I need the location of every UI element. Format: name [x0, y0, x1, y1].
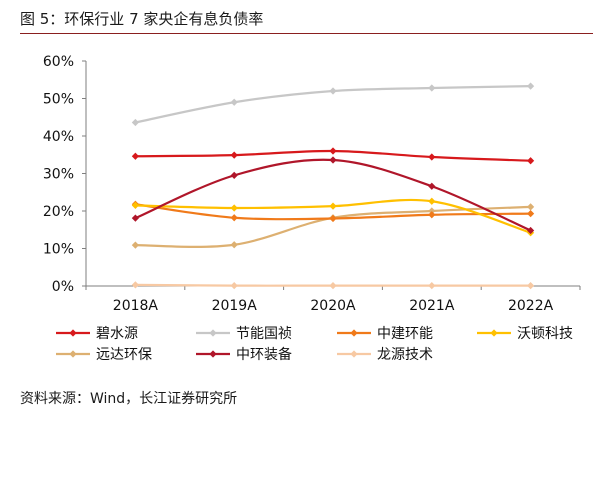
series-0 [131, 147, 535, 165]
y-tick-label: 40% [43, 129, 74, 145]
y-tick-label: 20% [43, 204, 74, 220]
legend-item: 沃顿科技 [477, 326, 573, 342]
data-point [329, 147, 337, 155]
y-tick-label: 10% [43, 242, 74, 258]
data-point [329, 87, 337, 95]
legend-swatch-marker [350, 329, 358, 337]
data-point [131, 281, 139, 289]
data-point [131, 118, 139, 127]
data-point [329, 214, 337, 223]
legend-item: 节能国祯 [196, 326, 292, 342]
data-point [131, 201, 139, 209]
data-point [131, 241, 139, 249]
data-point [230, 214, 238, 222]
y-tick-label: 60% [43, 54, 74, 70]
series-5 [131, 156, 535, 235]
legend-item: 中环装备 [196, 346, 292, 363]
title-rule [20, 33, 593, 34]
legend-swatch-marker [490, 329, 498, 337]
legend-swatch-marker [209, 350, 217, 358]
x-tick-label: 2019A [212, 298, 258, 314]
data-point [428, 197, 436, 205]
data-point [428, 282, 436, 290]
data-point [428, 207, 436, 215]
legend-label: 中环装备 [236, 346, 292, 363]
legend-label: 中建环能 [377, 326, 433, 342]
x-tick-label: 2018A [113, 298, 159, 314]
source-note: 资料来源：Wind，长江证券研究所 [20, 391, 238, 407]
data-point [131, 214, 139, 222]
data-point [527, 82, 535, 90]
data-point [230, 241, 238, 249]
legend-item: 碧水源 [56, 326, 138, 342]
legend-item: 龙源技术 [337, 347, 433, 363]
legend-swatch-marker [69, 329, 77, 337]
legend-item: 远达环保 [56, 347, 152, 363]
legend-label: 沃顿科技 [517, 326, 573, 342]
data-point [428, 153, 436, 161]
data-point [230, 98, 238, 106]
legend-label: 龙源技术 [377, 347, 433, 363]
data-point [428, 84, 436, 92]
series-4 [131, 203, 535, 249]
chart-axes: 0% 10% 20% 30% 40% 50% 60% 2018A 2019A 2020A 2021A… [43, 54, 581, 314]
legend-label: 节能国祯 [236, 326, 292, 342]
data-point [527, 157, 535, 165]
series-1 [131, 82, 535, 127]
data-point [329, 282, 337, 290]
x-tick-label: 2021A [409, 298, 455, 314]
data-point [230, 204, 238, 212]
series-6 [131, 281, 535, 290]
y-tick-label: 50% [43, 92, 74, 108]
legend-item: 中建环能 [337, 326, 433, 342]
data-point [428, 211, 436, 219]
data-point [527, 282, 535, 290]
legend-label: 远达环保 [96, 347, 152, 363]
data-point [428, 182, 436, 190]
chart-series [131, 82, 535, 290]
data-point [527, 210, 535, 218]
line-chart: 0% 10% 20% 30% 40% 50% 60% 2018A 2019A 2020A 2021A… [43, 54, 581, 363]
data-point [230, 151, 238, 159]
legend-swatch-marker [69, 350, 77, 358]
x-tick-label: 2020A [310, 298, 356, 314]
data-point [329, 156, 337, 164]
data-point [131, 152, 139, 160]
data-point [230, 282, 238, 290]
figure-title: 图 5：环保行业 7 家央企有息负债率 [20, 10, 264, 28]
y-tick-label: 0% [52, 279, 74, 295]
legend-swatch-marker [350, 350, 358, 358]
data-point [230, 171, 238, 179]
x-tick-label: 2022A [508, 298, 554, 314]
legend-label: 碧水源 [96, 326, 138, 342]
data-point [329, 202, 337, 210]
data-point [527, 226, 535, 235]
data-point [527, 203, 535, 211]
legend-swatch-marker [209, 329, 217, 337]
y-tick-label: 30% [43, 167, 74, 183]
